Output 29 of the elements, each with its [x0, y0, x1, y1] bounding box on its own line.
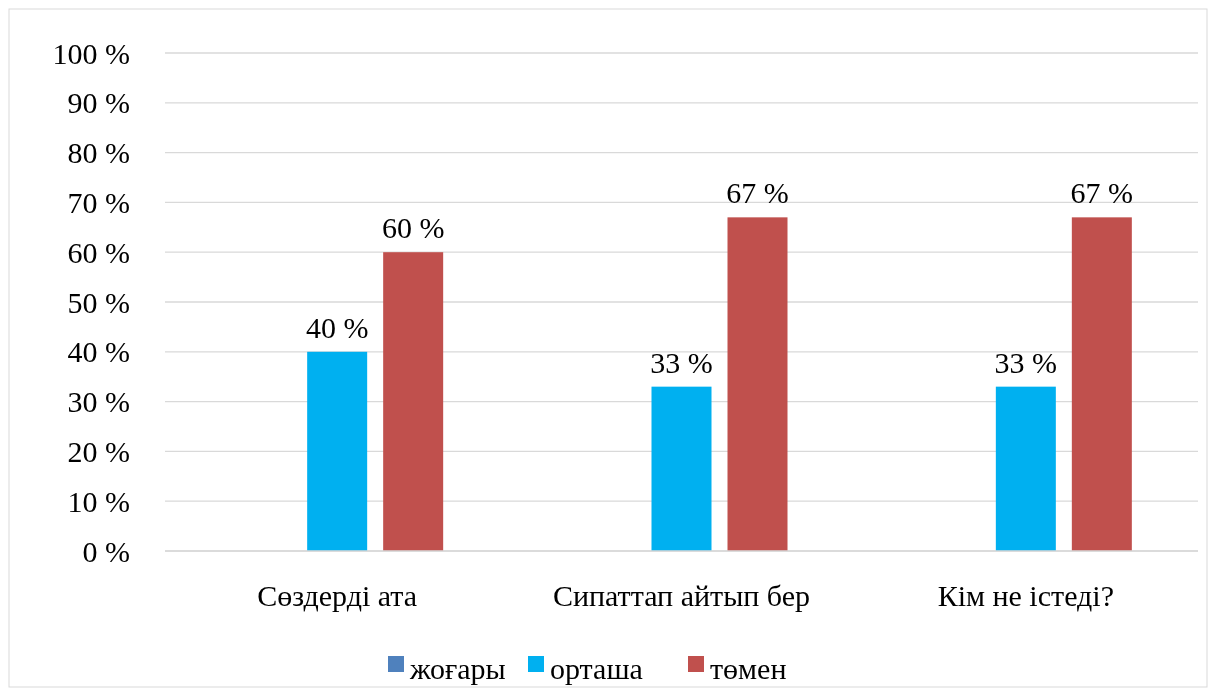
y-tick-label: 40 % — [67, 335, 130, 369]
x-tick-label: Кім не істеді? — [937, 579, 1114, 612]
y-tick-label: 20 % — [67, 434, 130, 468]
y-tick-label: 70 % — [67, 185, 130, 219]
bar — [383, 252, 444, 551]
data-label: 67 % — [726, 176, 789, 210]
legend-label: жоғары — [409, 652, 506, 685]
legend-label: орташа — [550, 652, 643, 685]
y-tick-label: 0 % — [82, 534, 130, 568]
bar — [651, 386, 712, 551]
y-tick-label: 10 % — [67, 484, 130, 518]
data-label: 60 % — [381, 211, 445, 245]
bar — [995, 386, 1056, 551]
y-tick-label: 90 % — [67, 86, 130, 120]
y-tick-label: 30 % — [67, 385, 130, 419]
y-tick-label: 60 % — [67, 235, 130, 269]
legend-label: төмен — [710, 652, 787, 685]
x-tick-label: Сипаттап айтып бер — [552, 579, 811, 612]
data-label: 40 % — [305, 310, 369, 344]
bar — [307, 351, 368, 551]
x-tick-label: Сөздерді ата — [257, 579, 418, 612]
bar — [727, 217, 788, 551]
data-label: 33 % — [994, 345, 1058, 379]
y-tick-label: 50 % — [67, 285, 130, 319]
y-tick-label: 100 % — [52, 36, 130, 70]
data-label: 33 % — [650, 345, 713, 379]
bar — [1071, 217, 1132, 551]
y-tick-label: 80 % — [67, 136, 130, 170]
data-label: 67 % — [1070, 176, 1134, 210]
